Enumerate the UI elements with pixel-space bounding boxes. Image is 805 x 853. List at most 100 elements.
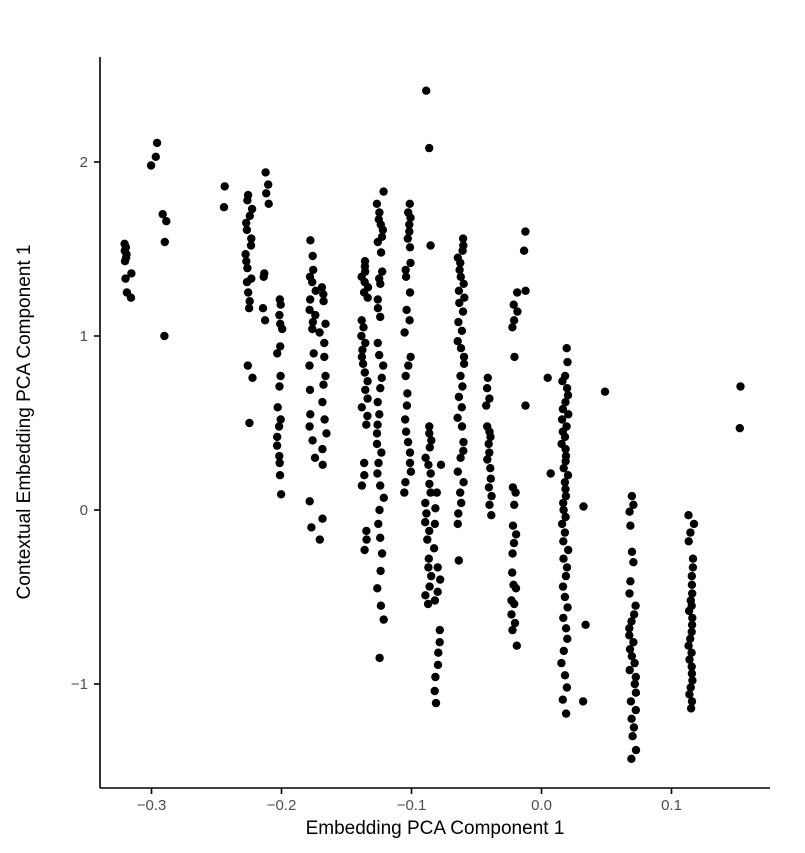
data-point: [320, 338, 329, 348]
data-point: [245, 297, 254, 306]
data-point: [453, 519, 462, 529]
y-axis-ticks: −1 0 1 2: [71, 154, 100, 693]
data-point: [319, 297, 328, 306]
data-point: [509, 300, 518, 309]
data-point: [308, 277, 317, 287]
data-point: [275, 451, 284, 461]
data-point: [508, 323, 517, 332]
data-point: [684, 537, 693, 546]
data-point: [687, 648, 696, 657]
data-point: [127, 269, 136, 278]
data-point: [358, 345, 367, 355]
data-point: [379, 615, 388, 624]
data-point: [563, 471, 573, 480]
data-point: [627, 714, 636, 723]
data-point: [273, 432, 282, 442]
data-point: [627, 547, 637, 556]
data-point: [422, 509, 431, 518]
data-point: [425, 429, 434, 438]
data-point: [426, 469, 435, 478]
data-point: [687, 669, 697, 678]
data-point: [357, 316, 366, 325]
data-point: [687, 580, 697, 589]
data-point: [121, 274, 130, 283]
data-point: [687, 627, 696, 636]
data-point: [375, 505, 384, 515]
data-point: [562, 683, 572, 692]
data-point: [319, 380, 328, 389]
data-point: [363, 394, 372, 403]
data-point: [374, 458, 383, 468]
data-point: [274, 422, 284, 431]
data-point: [431, 504, 440, 513]
y-tick-label: −1: [71, 676, 88, 693]
data-point: [625, 624, 634, 633]
data-point: [487, 491, 496, 501]
data-point: [581, 620, 590, 629]
data-point: [560, 432, 570, 442]
data-point: [405, 243, 415, 252]
data-point: [434, 648, 443, 657]
data-point: [509, 538, 519, 548]
data-point: [315, 328, 324, 337]
data-point: [321, 319, 330, 328]
data-point: [361, 338, 370, 348]
data-point: [275, 458, 284, 468]
data-point: [306, 410, 315, 419]
data-point: [558, 377, 567, 386]
data-point: [309, 265, 318, 275]
data-point: [563, 603, 572, 612]
data-point: [363, 411, 372, 421]
data-point: [559, 646, 568, 656]
data-point: [430, 596, 440, 605]
data-point: [458, 246, 467, 255]
data-point: [311, 286, 320, 295]
data-point: [264, 199, 273, 208]
x-axis-ticks: −0.3 −0.2 −0.1 0.0 0.1: [137, 788, 682, 814]
data-point: [242, 225, 252, 235]
data-point: [372, 199, 382, 208]
data-point: [436, 460, 446, 469]
data-point: [687, 571, 696, 581]
data-point: [406, 467, 416, 476]
data-point: [423, 599, 433, 609]
data-point: [308, 324, 317, 334]
data-point: [628, 732, 637, 741]
data-point: [561, 491, 571, 501]
data-point: [563, 634, 572, 643]
data-point: [243, 263, 252, 273]
data-point: [425, 479, 434, 489]
data-point: [513, 307, 522, 316]
data-point: [322, 429, 331, 438]
data-point: [242, 218, 251, 228]
data-point: [436, 575, 445, 584]
data-point: [405, 316, 414, 325]
data-point: [459, 352, 469, 362]
data-point: [521, 401, 530, 410]
data-point: [578, 697, 588, 706]
data-point: [320, 415, 329, 424]
x-tick-label: −0.1: [397, 797, 427, 814]
data-point: [559, 537, 568, 546]
data-point: [260, 316, 270, 325]
data-point: [272, 441, 282, 450]
data-point: [160, 237, 169, 247]
data-point: [421, 591, 430, 600]
data-point: [627, 491, 637, 501]
data-point: [561, 484, 570, 494]
data-point: [558, 582, 568, 591]
data-point: [561, 457, 570, 466]
x-tick-label: −0.3: [137, 797, 167, 814]
data-point: [459, 446, 468, 455]
data-point: [246, 241, 256, 250]
data-point: [321, 371, 330, 381]
data-point: [684, 511, 693, 520]
data-point: [372, 439, 382, 449]
data-point: [379, 493, 388, 502]
data-point: [560, 528, 570, 537]
data-point: [160, 331, 169, 341]
data-point: [357, 331, 366, 341]
data-point: [242, 277, 252, 287]
data-point: [626, 521, 635, 530]
